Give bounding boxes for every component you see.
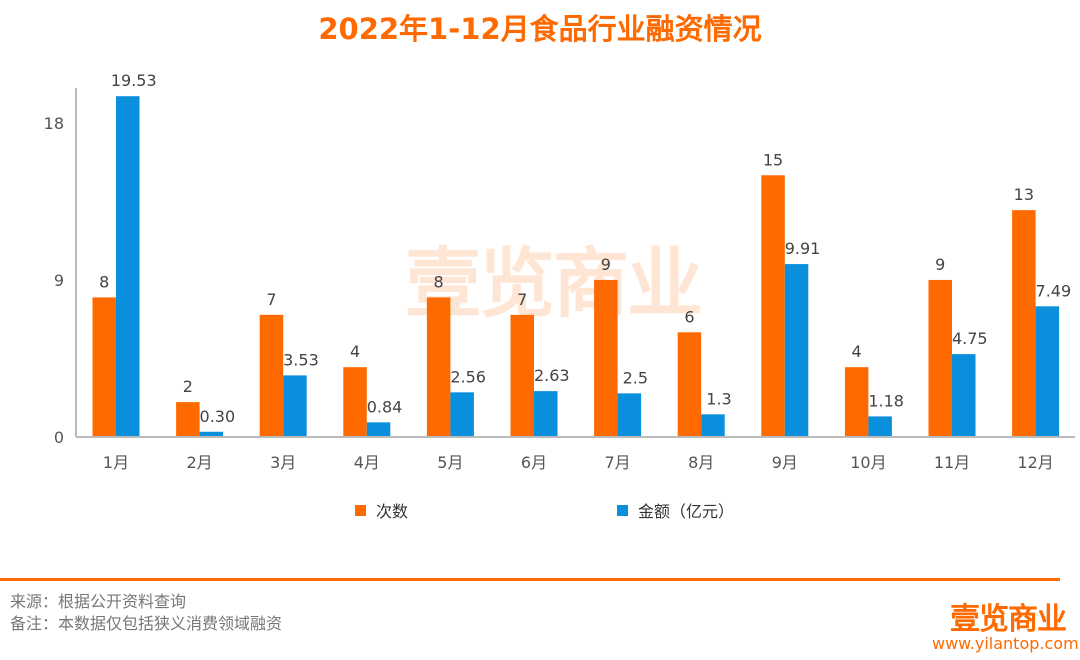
x-tick-label: 8月 bbox=[688, 453, 714, 472]
bar-amount bbox=[784, 264, 809, 437]
bar-count bbox=[176, 402, 200, 437]
x-tick-label: 1月 bbox=[103, 453, 129, 472]
data-label-count: 9 bbox=[601, 255, 611, 274]
data-label-amount: 1.3 bbox=[706, 389, 731, 408]
data-label-amount: 1.18 bbox=[868, 391, 904, 410]
footer-divider bbox=[0, 578, 1060, 581]
data-label-count: 4 bbox=[350, 342, 360, 361]
data-label-amount: 2.5 bbox=[623, 368, 648, 387]
data-label-count: 6 bbox=[684, 307, 694, 326]
scope-note: 备注：本数据仅包括狭义消费领域融资 bbox=[10, 614, 283, 633]
data-label-count: 7 bbox=[517, 290, 527, 309]
legend-item-amount: 金额（亿元） bbox=[617, 498, 734, 522]
bar-count bbox=[92, 297, 116, 437]
x-tick-label: 6月 bbox=[521, 453, 547, 472]
source-note: 来源：根据公开资料查询 bbox=[10, 592, 187, 611]
bar-count bbox=[928, 279, 952, 437]
x-tick-label: 9月 bbox=[772, 453, 798, 472]
data-label-amount: 9.91 bbox=[785, 239, 821, 258]
bar-count bbox=[594, 279, 618, 437]
bar-chart: 0918819.531月20.302月73.533月40.844月82.565月… bbox=[44, 71, 1075, 472]
x-tick-label: 4月 bbox=[354, 453, 380, 472]
legend-swatch-amount bbox=[617, 504, 628, 516]
bar-amount bbox=[450, 392, 474, 437]
bar-count bbox=[510, 314, 534, 437]
data-label-count: 13 bbox=[1014, 185, 1034, 204]
data-label-amount: 7.49 bbox=[1036, 281, 1072, 300]
bar-amount bbox=[366, 422, 391, 437]
bar-count bbox=[844, 367, 869, 437]
x-tick-label: 11月 bbox=[934, 453, 970, 472]
data-label-count: 2 bbox=[183, 377, 193, 396]
y-tick-label: 18 bbox=[44, 114, 64, 133]
x-tick-label: 7月 bbox=[605, 453, 631, 472]
data-label-amount: 2.63 bbox=[534, 366, 570, 385]
bar-amount bbox=[283, 375, 307, 437]
bar-count bbox=[677, 332, 702, 437]
bar-amount bbox=[534, 391, 558, 437]
x-tick-label: 5月 bbox=[437, 453, 463, 472]
legend-label-count: 次数 bbox=[376, 502, 409, 521]
data-label-amount: 4.75 bbox=[952, 329, 988, 348]
x-tick-label: 12月 bbox=[1017, 453, 1053, 472]
brand-logo: 壹览商业 bbox=[950, 602, 1067, 637]
bar-amount bbox=[617, 393, 642, 437]
bar-amount bbox=[868, 416, 892, 437]
data-label-count: 8 bbox=[99, 272, 109, 291]
data-label-amount: 0.30 bbox=[200, 407, 236, 426]
legend-label-amount: 金额（亿元） bbox=[638, 502, 735, 521]
brand-url: www.yilantop.com bbox=[932, 634, 1079, 653]
bar-amount bbox=[199, 431, 224, 437]
x-tick-label: 2月 bbox=[187, 453, 213, 472]
bar-count bbox=[761, 175, 785, 437]
x-tick-label: 10月 bbox=[850, 453, 886, 472]
data-label-amount: 3.53 bbox=[283, 350, 319, 369]
bar-amount bbox=[1035, 306, 1060, 437]
watermark-logo: 壹览商业 bbox=[405, 239, 703, 328]
data-label-amount: 19.53 bbox=[111, 71, 157, 90]
bar-amount bbox=[116, 96, 140, 437]
data-label-count: 9 bbox=[935, 255, 945, 274]
data-label-count: 4 bbox=[852, 342, 862, 361]
data-label-count: 7 bbox=[266, 290, 276, 309]
bar-count bbox=[1012, 210, 1036, 437]
data-label-amount: 2.56 bbox=[450, 367, 486, 386]
data-label-count: 15 bbox=[763, 150, 783, 169]
legend-item-count: 次数 bbox=[355, 498, 408, 522]
bar-count bbox=[426, 297, 451, 437]
bar-count bbox=[343, 367, 367, 437]
legend-swatch-count bbox=[355, 504, 366, 516]
bar-amount bbox=[952, 354, 976, 437]
bar-amount bbox=[701, 414, 725, 437]
chart-title: 2022年1-12月食品行业融资情况 bbox=[318, 12, 762, 46]
data-label-count: 8 bbox=[434, 272, 444, 291]
x-tick-label: 3月 bbox=[270, 453, 296, 472]
data-label-amount: 0.84 bbox=[367, 397, 403, 416]
y-tick-label: 9 bbox=[54, 271, 64, 290]
y-tick-label: 0 bbox=[54, 428, 64, 447]
bar-count bbox=[259, 314, 284, 437]
